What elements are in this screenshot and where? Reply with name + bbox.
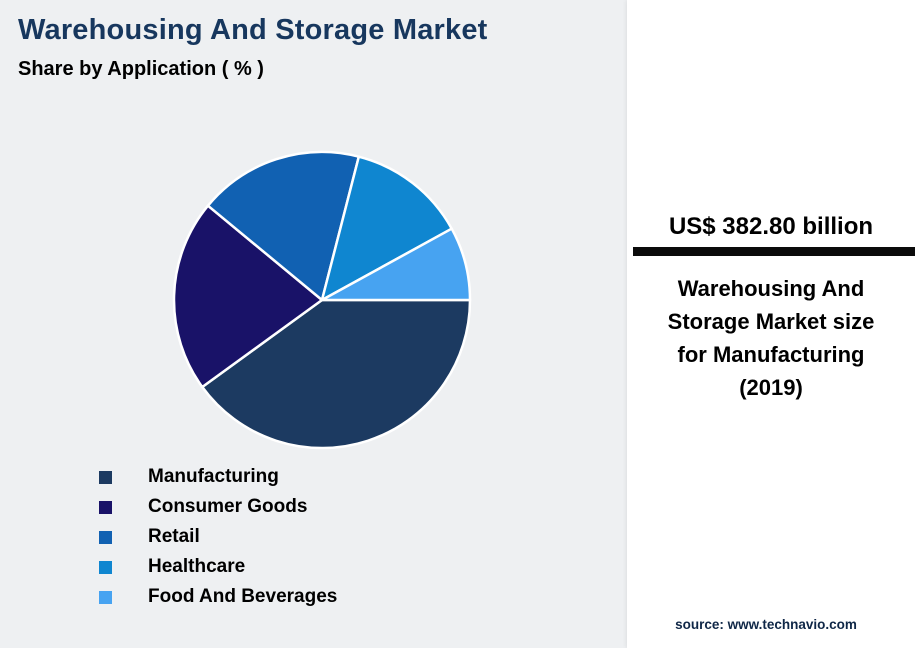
legend-item: Consumer Goods xyxy=(99,492,337,522)
legend-label: Healthcare xyxy=(148,556,246,577)
side-panel: US$ 382.80 billion Warehousing And Stora… xyxy=(627,0,915,648)
legend-item: Food And Beverages xyxy=(99,582,337,612)
legend-item: Retail xyxy=(99,522,337,552)
pie-slice-healthcare xyxy=(320,155,453,302)
pie-slice-consumer-goods xyxy=(172,204,324,389)
pie-chart xyxy=(152,130,492,470)
stat-caption: Warehousing And Storage Market size for … xyxy=(667,276,875,400)
legend-marker-icon xyxy=(99,590,112,604)
legend-item: Manufacturing xyxy=(99,462,337,492)
stat-divider xyxy=(633,247,915,256)
legend-marker-icon xyxy=(99,560,112,574)
source-credit: source: www.technavio.com xyxy=(675,617,857,632)
pie-chart-svg xyxy=(172,150,472,450)
stat-value: US$ 382.80 billion xyxy=(668,213,874,240)
legend-label: Consumer Goods xyxy=(148,496,308,517)
pie-slice-manufacturing xyxy=(201,298,472,450)
legend-label: Retail xyxy=(148,526,200,547)
pie-slice-retail xyxy=(206,150,361,302)
page-title: Warehousing And Storage Market xyxy=(18,14,488,46)
legend-marker-icon xyxy=(99,470,112,484)
legend-item: Healthcare xyxy=(99,552,337,582)
legend-marker-icon xyxy=(99,500,112,514)
legend-marker-icon xyxy=(99,530,112,544)
pie-slice-food-and-beverages xyxy=(320,227,472,302)
legend-label: Manufacturing xyxy=(148,466,279,487)
chart-legend: Manufacturing Consumer Goods Retail Healthc… xyxy=(99,462,337,612)
legend-label: Food And Beverages xyxy=(148,586,338,607)
page-subtitle: Share by Application ( % ) xyxy=(18,58,264,80)
